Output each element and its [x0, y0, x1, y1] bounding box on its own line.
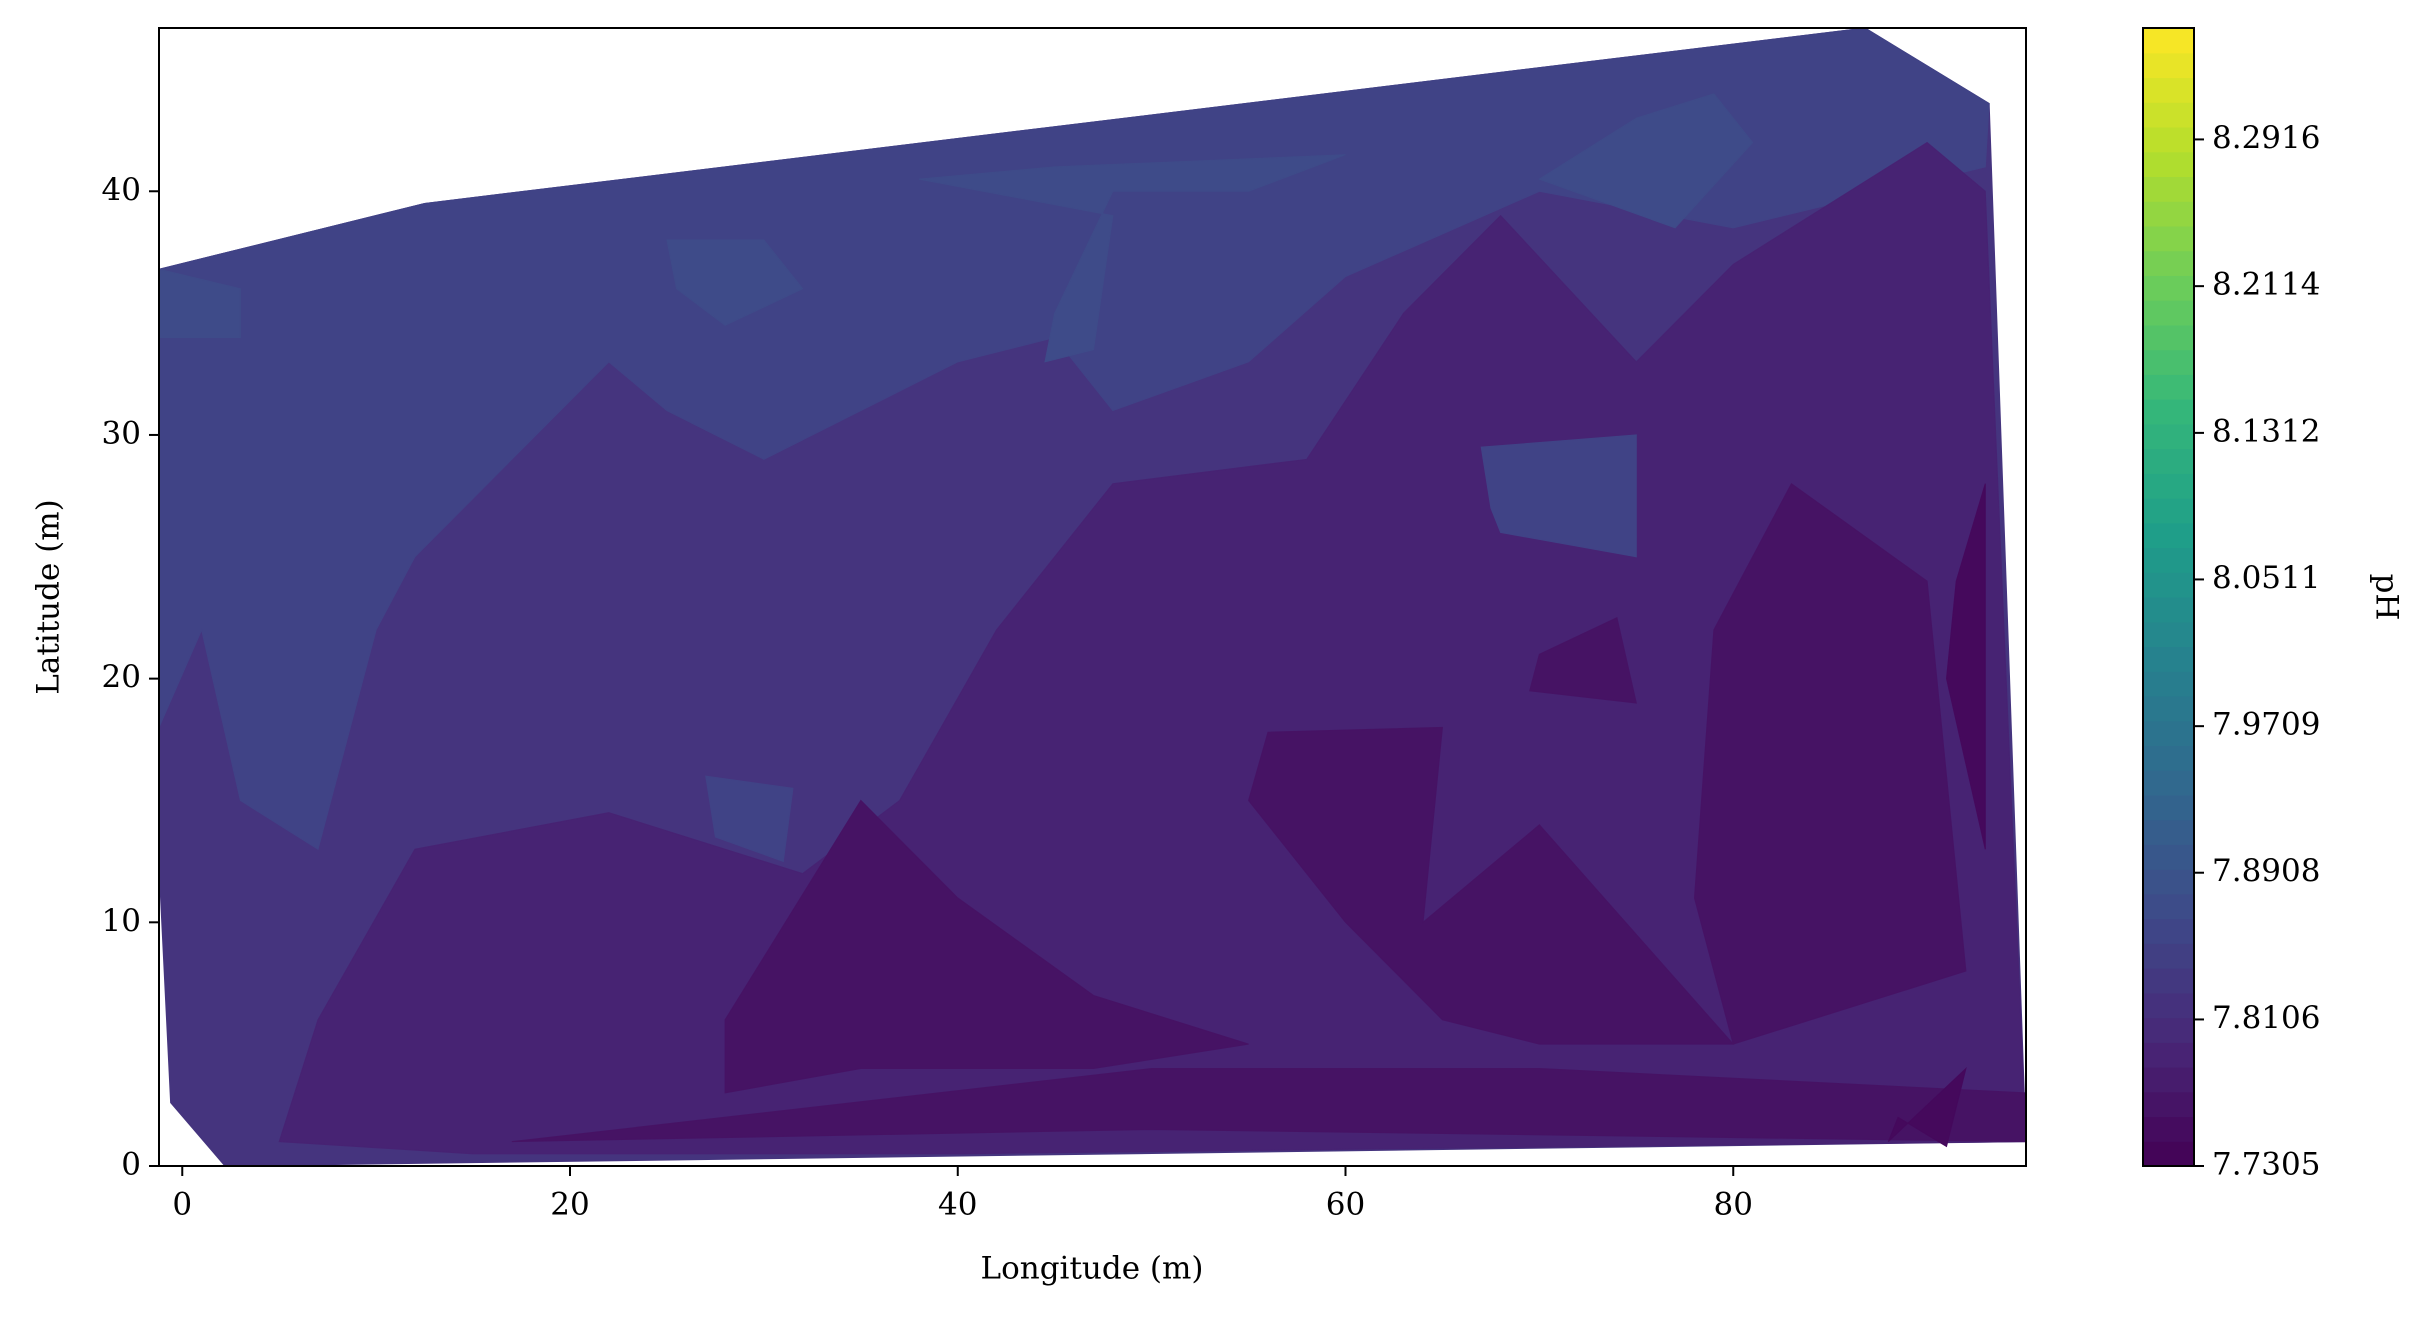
colorbar-band	[2143, 1067, 2194, 1093]
y-axis-label: Latitude (m)	[31, 499, 67, 695]
contour-region	[705, 775, 794, 863]
contour-region	[1538, 93, 1754, 229]
x-tick-label: 0	[172, 1187, 192, 1223]
colorbar-band	[2143, 324, 2194, 351]
colorbar-tick-label: 8.2916	[2212, 120, 2320, 156]
colorbar-band	[2143, 498, 2194, 524]
colorbar-band	[2143, 126, 2194, 153]
contour-region	[1887, 1066, 1967, 1148]
colorbar-band	[2143, 151, 2194, 178]
contour-region	[1529, 616, 1637, 704]
colorbar-band	[2143, 720, 2194, 747]
colorbar-tick-label: 7.8908	[2212, 853, 2320, 889]
colorbar-band	[2143, 968, 2194, 994]
contour-region	[1248, 726, 1735, 1045]
x-tick-label: 80	[1714, 1187, 1753, 1223]
colorbar-band	[2143, 1017, 2194, 1043]
colorbar-band	[2143, 250, 2194, 276]
contour-region	[511, 1068, 2026, 1143]
y-tick-label: 10	[102, 903, 141, 939]
contour-region	[918, 154, 1346, 363]
colorbar-frame	[2142, 27, 2195, 1167]
y-tick-label: 20	[102, 659, 141, 695]
colorbar-band	[2143, 572, 2194, 598]
colorbar-band	[2143, 225, 2194, 252]
colorbar-band	[2143, 1091, 2194, 1118]
colorbar-band	[2143, 992, 2194, 1019]
colorbar-tick-label: 7.8106	[2212, 1000, 2320, 1036]
colorbar-band	[2143, 28, 2194, 54]
colorbar-label: pH	[2369, 574, 2405, 621]
colorbar-band	[2143, 794, 2194, 821]
colorbar-tick-label: 7.7305	[2212, 1147, 2320, 1183]
y-tick-label: 0	[121, 1147, 141, 1183]
colorbar-band	[2143, 770, 2194, 796]
colorbar-tick-label: 8.1312	[2212, 413, 2320, 449]
colorbar-band	[2143, 374, 2194, 400]
contour-region	[1946, 483, 1986, 850]
colorbar-band	[2143, 819, 2194, 845]
colorbar-band	[2143, 695, 2194, 722]
x-tick-label: 60	[1326, 1187, 1365, 1223]
colorbar-band	[2143, 102, 2194, 128]
colorbar-band	[2143, 671, 2194, 697]
colorbar-tick-label: 8.0511	[2212, 560, 2320, 596]
colorbar-tick-label: 7.9709	[2212, 707, 2320, 743]
contour-region	[666, 239, 804, 326]
colorbar-band	[2143, 844, 2194, 870]
colorbar-band	[2143, 1116, 2194, 1142]
y-tick-label: 40	[102, 172, 141, 208]
colorbar-band	[2143, 176, 2194, 202]
contour-region	[159, 28, 1990, 850]
y-tick-label: 30	[102, 415, 141, 451]
colorbar-band	[2143, 522, 2194, 549]
x-axis-label: Longitude (m)	[980, 1251, 1203, 1287]
contour-region	[1693, 482, 1967, 1045]
colorbar-band	[2143, 943, 2194, 969]
colorbar-tick-label: 8.2114	[2212, 267, 2320, 303]
axes-frame	[158, 27, 2027, 1167]
contour-region	[159, 268, 241, 338]
colorbar-band	[2143, 1141, 2194, 1167]
colorbar-band	[2143, 52, 2194, 79]
colorbar-band	[2143, 745, 2194, 771]
colorbar-band	[2143, 918, 2194, 944]
plot-area	[159, 28, 2026, 1166]
colorbar-band	[2143, 275, 2194, 301]
colorbar-band	[2143, 547, 2194, 573]
x-tick-label: 40	[938, 1187, 977, 1223]
colorbar-band	[2143, 869, 2194, 895]
x-tick-label: 20	[550, 1187, 589, 1223]
colorbar-band	[2143, 646, 2194, 672]
colorbar-band	[2143, 399, 2194, 425]
colorbar-band	[2143, 893, 2194, 920]
contour-region	[1480, 434, 1637, 558]
colorbar-band	[2143, 77, 2194, 103]
colorbar-band	[2143, 597, 2194, 623]
colorbar-band	[2143, 1042, 2194, 1068]
colorbar-band	[2143, 473, 2194, 499]
colorbar-band	[2143, 201, 2194, 227]
contour-region	[724, 799, 1249, 1094]
colorbar-band	[2143, 621, 2194, 648]
colorbar-band	[2143, 349, 2194, 375]
colorbar-band	[2143, 300, 2194, 326]
colorbar-band	[2143, 448, 2194, 474]
colorbar-band	[2143, 423, 2194, 450]
